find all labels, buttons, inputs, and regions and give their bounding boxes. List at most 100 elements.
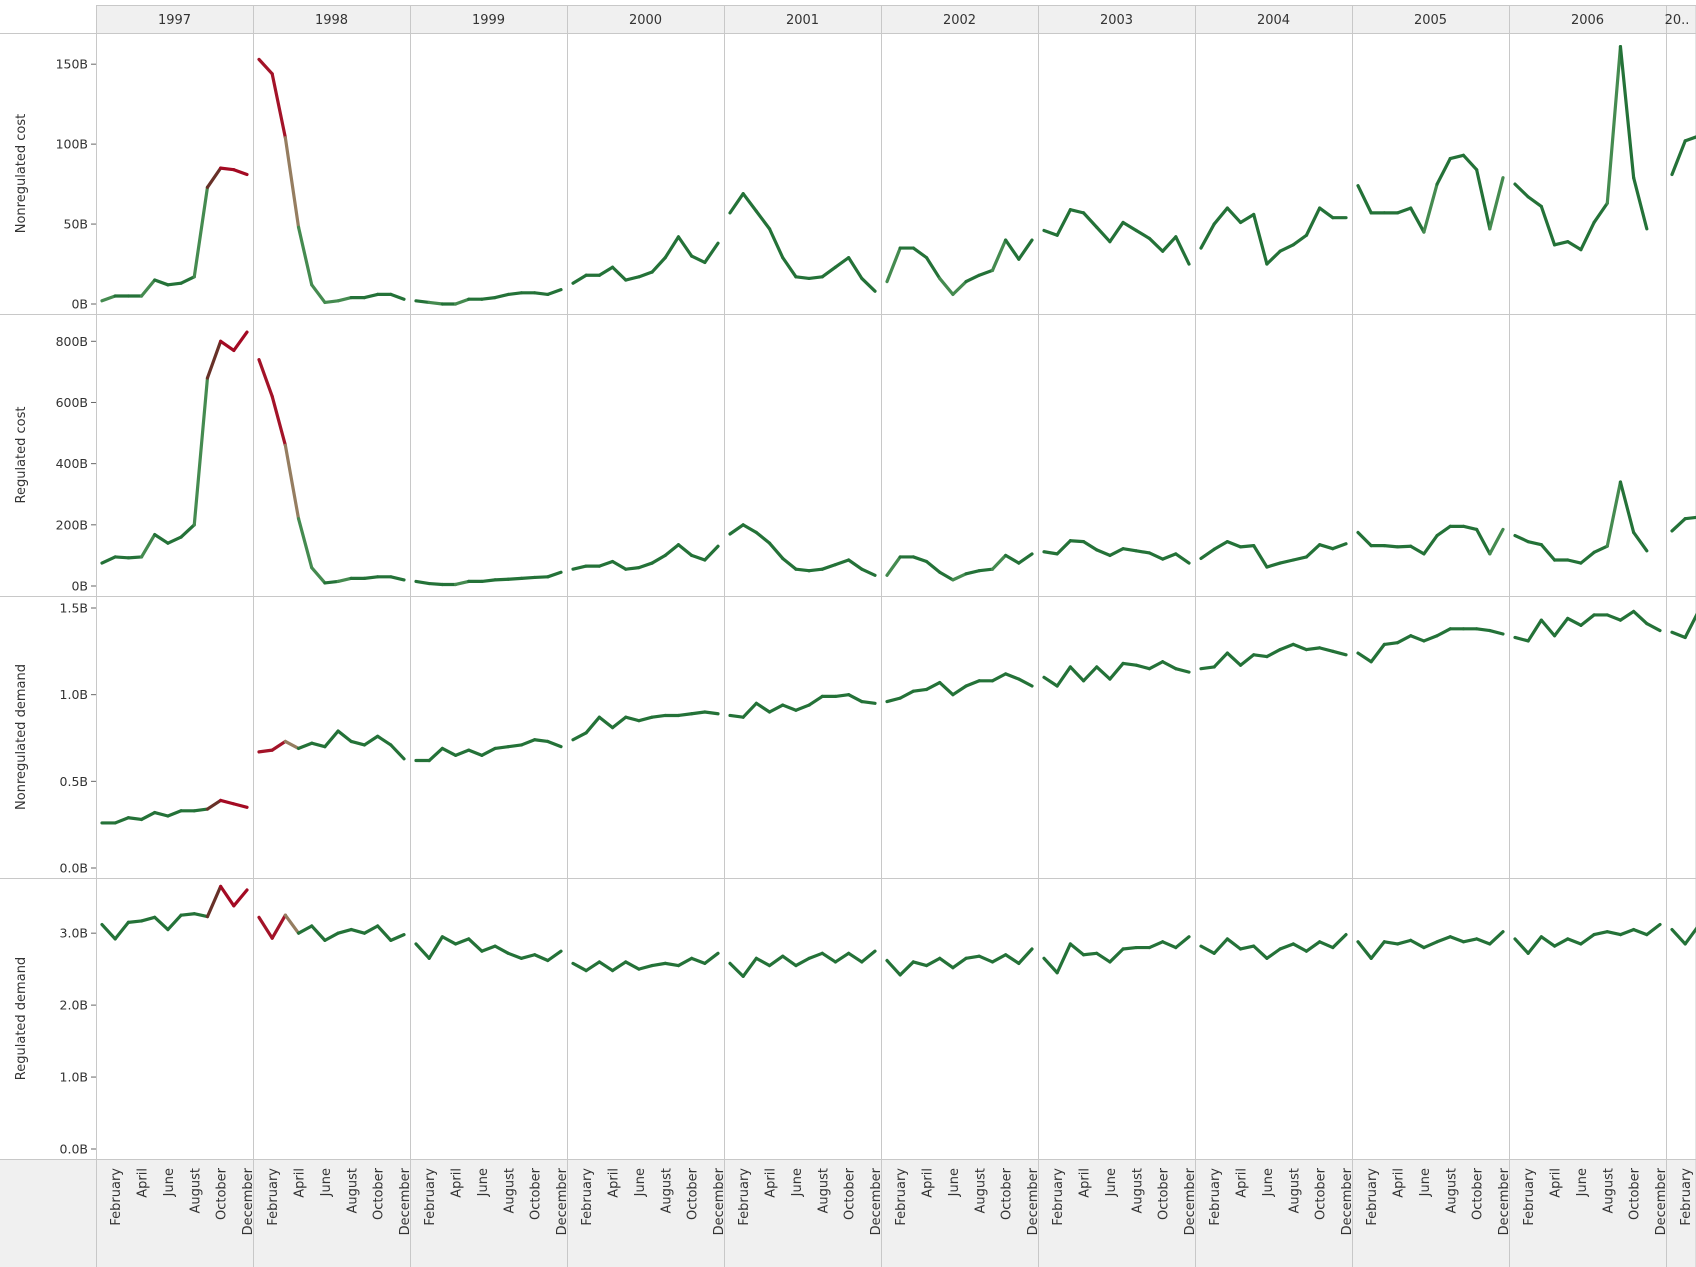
row-label-0: Nonregulated cost [14,114,29,234]
month-label-april: April [1235,1168,1250,1198]
line-segment [911,960,929,968]
line-segment [257,57,274,76]
line-segment [1055,208,1072,237]
line-segment [728,523,745,536]
month-label-february: February [266,1168,281,1226]
series-3-1998 [257,913,406,942]
line-segment [1605,613,1623,622]
series-2-2006 [1513,609,1662,643]
line-segment [1683,515,1696,521]
line-segment [1199,547,1216,561]
line-segment [1252,944,1269,960]
line-segment [205,884,223,919]
month-label-february: February [1051,1168,1066,1226]
series-0-20.. [1670,135,1696,177]
line-segment [1238,653,1256,667]
line-segment [1265,647,1282,659]
series-0-1998 [257,57,406,305]
line-segment [1369,642,1386,664]
line-segment [1422,533,1439,556]
line-segment [1539,204,1557,247]
month-label-august: August [1130,1168,1145,1214]
line-segment [1174,235,1191,266]
line-segment [166,535,183,545]
line-segment [126,555,144,560]
line-segment [139,810,157,822]
line-segment [219,339,236,353]
y-tick-label: 0.5B [60,774,88,789]
line-segment [690,956,707,965]
line-segment [663,961,681,968]
line-segment [1552,937,1570,948]
month-label-august: August [188,1168,203,1214]
month-label-june: June [633,1168,648,1197]
line-segment [166,809,183,818]
line-segment [1004,953,1021,965]
line-segment [754,701,772,714]
month-label-april: April [1078,1168,1093,1198]
y-tick-label: 2.0B [60,998,88,1013]
line-segment [990,672,1008,683]
line-segment [349,739,367,747]
line-segment [1539,543,1557,562]
line-segment [1618,44,1636,180]
series-2-20.. [1670,612,1696,640]
line-segment [1605,930,1623,937]
line-segment [389,743,406,761]
line-segment [690,254,707,265]
line-segment [650,256,667,274]
line-segment [270,739,287,752]
line-segment [703,241,720,265]
month-label-december: December [398,1167,413,1235]
line-segment [1318,543,1335,551]
line-segment [1174,667,1191,674]
line-segment [100,555,117,565]
line-segment [584,960,601,973]
line-segment [533,291,550,297]
month-label-december: December [1026,1167,1041,1235]
line-segment [833,558,851,567]
month-label-october: October [1471,1167,1486,1220]
line-segment [1670,517,1687,533]
series-2-2004 [1199,642,1348,671]
line-segment [977,567,995,573]
y-tick-label: 3.0B [60,926,88,941]
line-segment [453,579,471,587]
line-segment [1513,182,1530,199]
line-segment [270,72,287,140]
line-segment [1017,947,1034,965]
column-header-band [96,5,1696,33]
line-segment [1395,206,1413,215]
y-tick-label: 0.0B [60,861,88,876]
line-segment [100,294,117,303]
line-segment [1526,540,1543,547]
line-segment [1435,156,1452,186]
month-label-october: October [686,1167,701,1220]
line-segment [807,951,824,960]
line-segment [113,920,130,941]
series-3-2003 [1042,935,1191,975]
y-tick-label: 0B [71,579,88,594]
y-tick-label: 100B [56,137,88,152]
month-label-august: August [659,1168,674,1214]
line-segment [951,280,968,297]
line-segment [1488,527,1505,556]
month-label-april: April [1549,1168,1564,1198]
y-tick-label: 1.5B [60,601,88,616]
month-label-december: December [869,1167,884,1235]
line-segment [179,912,196,917]
line-segment [571,731,588,742]
line-segment [323,579,340,585]
line-segment [467,748,484,757]
line-segment [1318,206,1335,220]
line-segment [1068,208,1086,215]
line-segment [192,807,210,813]
line-segment [1304,206,1322,237]
line-segment [506,576,524,581]
series-3-2001 [728,949,877,978]
line-segment [898,689,915,700]
line-segment [1356,651,1373,664]
line-segment [1238,212,1256,225]
line-segment [1526,195,1543,209]
line-segment [296,517,314,570]
